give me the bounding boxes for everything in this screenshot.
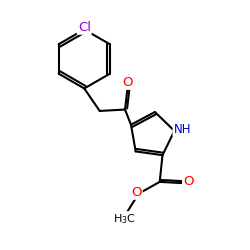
Text: Cl: Cl: [78, 21, 91, 34]
Text: O: O: [183, 175, 194, 188]
Text: NH: NH: [174, 123, 191, 136]
Text: O: O: [122, 76, 133, 89]
Text: H$_3$C: H$_3$C: [113, 212, 136, 226]
Text: O: O: [131, 186, 142, 199]
